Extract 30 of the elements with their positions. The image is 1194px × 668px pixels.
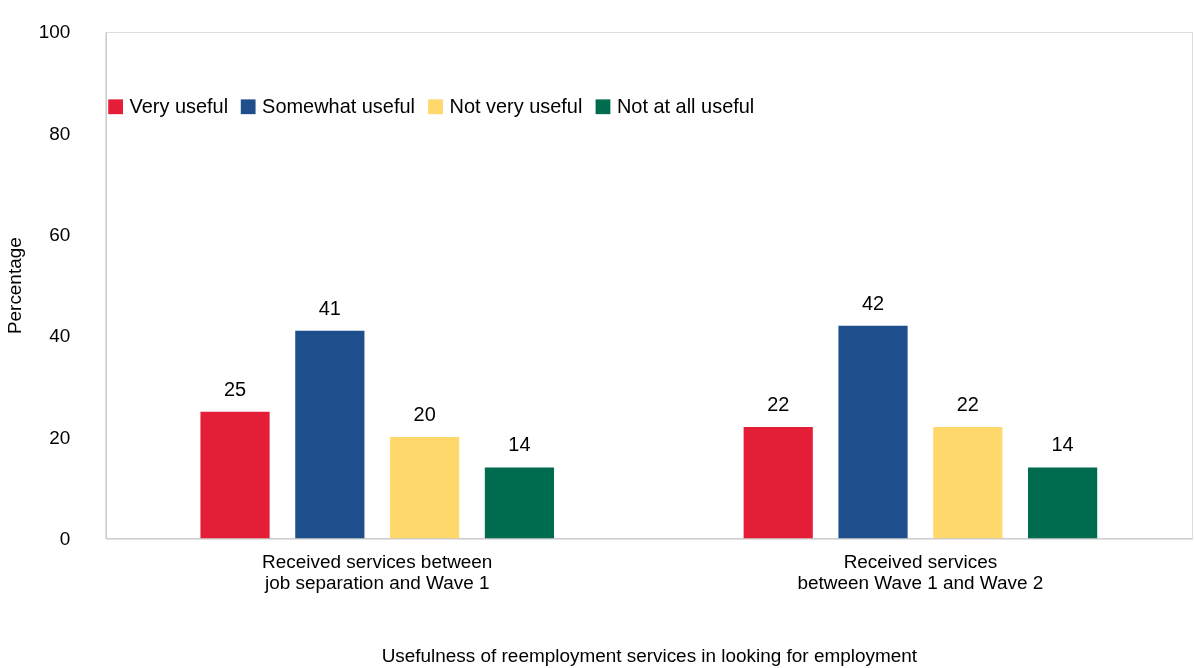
data-label: 25	[223, 377, 247, 400]
y-tick-label: 20	[49, 426, 71, 448]
y-tick-label: 80	[49, 122, 71, 144]
x-axis-title: Usefulness of reemployment services in looking for employment	[381, 645, 918, 667]
bar	[1028, 467, 1098, 539]
y-tick-label: 100	[38, 21, 71, 43]
y-tick-label: 0	[59, 527, 71, 549]
bar	[390, 437, 460, 539]
data-label: 41	[318, 296, 341, 319]
legend-label: Somewhat useful	[262, 94, 415, 117]
data-label: 20	[413, 403, 436, 426]
x-tick-label: Received services between Wave 1 and Wave 2	[797, 550, 1044, 593]
x-tick-label: Received services between job separation and Wave 1	[262, 550, 493, 593]
data-label: 42	[861, 291, 885, 314]
bar	[484, 467, 555, 539]
data-label: 22	[956, 392, 979, 415]
y-tick-label: 40	[49, 325, 71, 347]
y-axis-title: Percentage	[3, 237, 25, 335]
y-tick-label: 60	[49, 224, 71, 246]
bar	[743, 426, 813, 539]
legend-label: Not very useful	[449, 94, 583, 117]
data-label: 22	[767, 392, 790, 415]
data-label: 14	[508, 433, 531, 456]
legend-label: Not at all useful	[616, 94, 755, 117]
bar	[838, 325, 908, 539]
bar	[295, 330, 365, 539]
legend-label: Very useful	[129, 94, 229, 117]
bar	[933, 426, 1003, 539]
bar	[200, 411, 270, 539]
data-label: 14	[1051, 433, 1074, 456]
